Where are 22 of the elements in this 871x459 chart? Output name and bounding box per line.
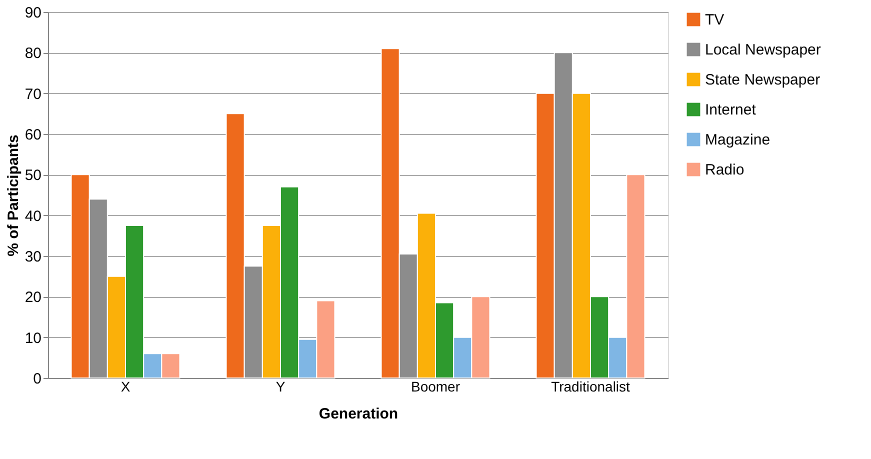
y-tick-label: 20 bbox=[24, 289, 42, 306]
y-tick-label: 60 bbox=[24, 126, 42, 144]
y-axis-title: % of Participants bbox=[4, 134, 22, 256]
x-axis-title: Generation bbox=[318, 406, 398, 422]
y-tick-label: 30 bbox=[24, 248, 42, 266]
legend-label: Magazine bbox=[705, 132, 770, 148]
legend-label: Internet bbox=[705, 102, 757, 118]
y-tick-label: 50 bbox=[24, 167, 42, 184]
legend-label: Local Newspaper bbox=[705, 42, 821, 58]
y-tick-label: 70 bbox=[24, 86, 42, 103]
x-tick-label: Boomer bbox=[410, 378, 460, 394]
y-tick-label: 0 bbox=[33, 370, 42, 388]
x-tick-label: Y bbox=[276, 378, 286, 394]
y-tick-label: 40 bbox=[24, 208, 42, 225]
x-tick-label: Traditionalist bbox=[551, 378, 630, 394]
legend-label: State Newspaper bbox=[705, 72, 820, 88]
legend-label: Radio bbox=[705, 162, 744, 178]
legend-label: TV bbox=[705, 12, 724, 28]
x-tick-label: X bbox=[120, 378, 131, 394]
y-tick-label: 80 bbox=[24, 45, 42, 62]
y-tick-label: 90 bbox=[24, 4, 42, 22]
y-tick-label: 10 bbox=[24, 330, 42, 347]
